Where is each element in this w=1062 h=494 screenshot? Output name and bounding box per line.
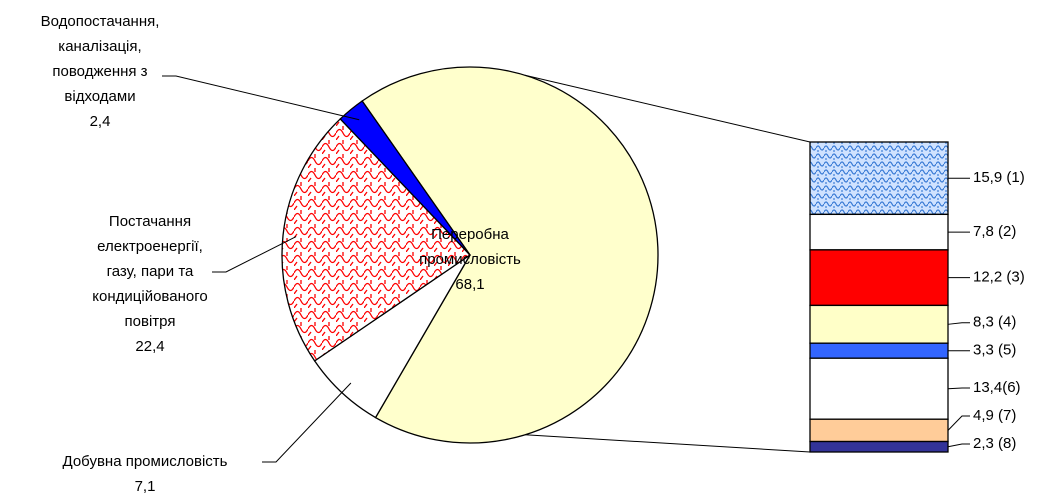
slice-label: повітря — [125, 313, 176, 330]
breakdown-segment — [809, 141, 949, 216]
leader-line — [947, 387, 970, 390]
segment-value-label: 8,3 (4) — [973, 314, 1016, 331]
leader-line — [262, 382, 352, 463]
breakdown-segment — [809, 342, 949, 359]
segment-value-label: 13,4(6) — [973, 379, 1021, 396]
leader-line — [947, 322, 970, 325]
pie-slice — [339, 100, 471, 256]
segment-value-label: 12,2 (3) — [973, 269, 1025, 286]
pie-slice — [281, 118, 471, 362]
slice-label: Переробна — [431, 226, 509, 243]
slice-label: Водопостачання, — [41, 13, 160, 30]
segment-value-label: 4,9 (7) — [973, 407, 1016, 424]
leader-line — [947, 443, 970, 448]
segment-value-label: 7,8 (2) — [973, 223, 1016, 240]
breakdown-segment — [809, 249, 949, 307]
slice-label: Добувна промисловість — [63, 453, 228, 470]
slice-value-label: 2,4 — [90, 113, 111, 130]
slice-label: каналізація, — [58, 38, 141, 55]
pie-slice — [361, 66, 659, 444]
slice-label: промисловість — [419, 251, 521, 268]
breakdown-segment — [809, 357, 949, 420]
slice-value-label: 7,1 — [135, 478, 156, 494]
slice-value-label: 22,4 — [135, 338, 164, 355]
slice-label: поводження з — [52, 63, 147, 80]
slice-label: електроенергії, — [97, 238, 203, 255]
breakdown-segment — [809, 304, 949, 344]
slice-label: кондиційованого — [92, 288, 207, 305]
connector-line — [524, 74, 811, 143]
slice-label: Постачання — [109, 213, 191, 230]
leader-line — [212, 236, 297, 273]
slice-label: відходами — [64, 88, 135, 105]
breakdown-segment — [809, 440, 949, 453]
leader-line — [947, 415, 970, 431]
leader-line — [162, 75, 360, 121]
slice-label: газу, пари та — [107, 263, 194, 280]
breakdown-segment — [809, 213, 949, 251]
breakdown-segment — [809, 418, 949, 443]
segment-value-label: 2,3 (8) — [973, 435, 1016, 452]
segment-value-label: 3,3 (5) — [973, 342, 1016, 359]
slice-value-label: 68,1 — [455, 276, 484, 293]
segment-value-label: 15,9 (1) — [973, 169, 1025, 186]
connector-line — [524, 434, 811, 453]
